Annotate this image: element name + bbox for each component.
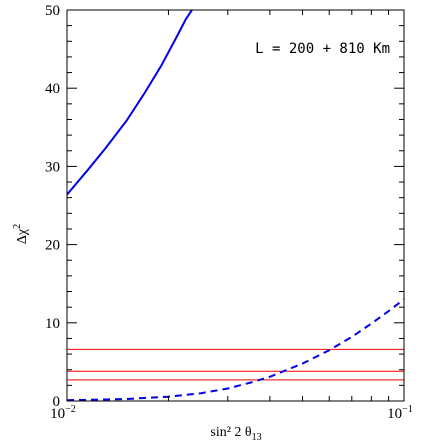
solid-curve xyxy=(67,10,193,196)
y-tick-label: 40 xyxy=(45,81,60,97)
x-tick-label: 10−2 xyxy=(50,404,76,422)
plot-lines xyxy=(67,10,404,401)
axis-ticks xyxy=(66,9,405,402)
y-tick-label: 30 xyxy=(45,159,60,175)
y-tick-label: 10 xyxy=(45,316,60,332)
plot-frame xyxy=(66,9,405,402)
chart-annotation: L = 200 + 810 Km xyxy=(255,41,390,57)
x-tick-label: 10−1 xyxy=(387,404,413,422)
x-axis-title-sub: 13 xyxy=(252,432,262,442)
y-axis-title-sup: 2 xyxy=(12,224,23,229)
x-axis-title-main: sin² 2 θ xyxy=(210,425,252,440)
y-axis-title: Δχ2 xyxy=(12,224,30,244)
y-tick-label: 50 xyxy=(45,3,60,19)
tick-labels: 0 10 20 30 40 50 10−2 10−1 xyxy=(45,3,413,422)
plot-border xyxy=(66,9,405,402)
x-axis-title: sin² 2 θ13 xyxy=(210,425,261,442)
y-axis-title-main: Δχ xyxy=(15,228,30,244)
y-tick-label: 20 xyxy=(45,238,60,254)
y-tick-label: 0 xyxy=(53,394,61,410)
